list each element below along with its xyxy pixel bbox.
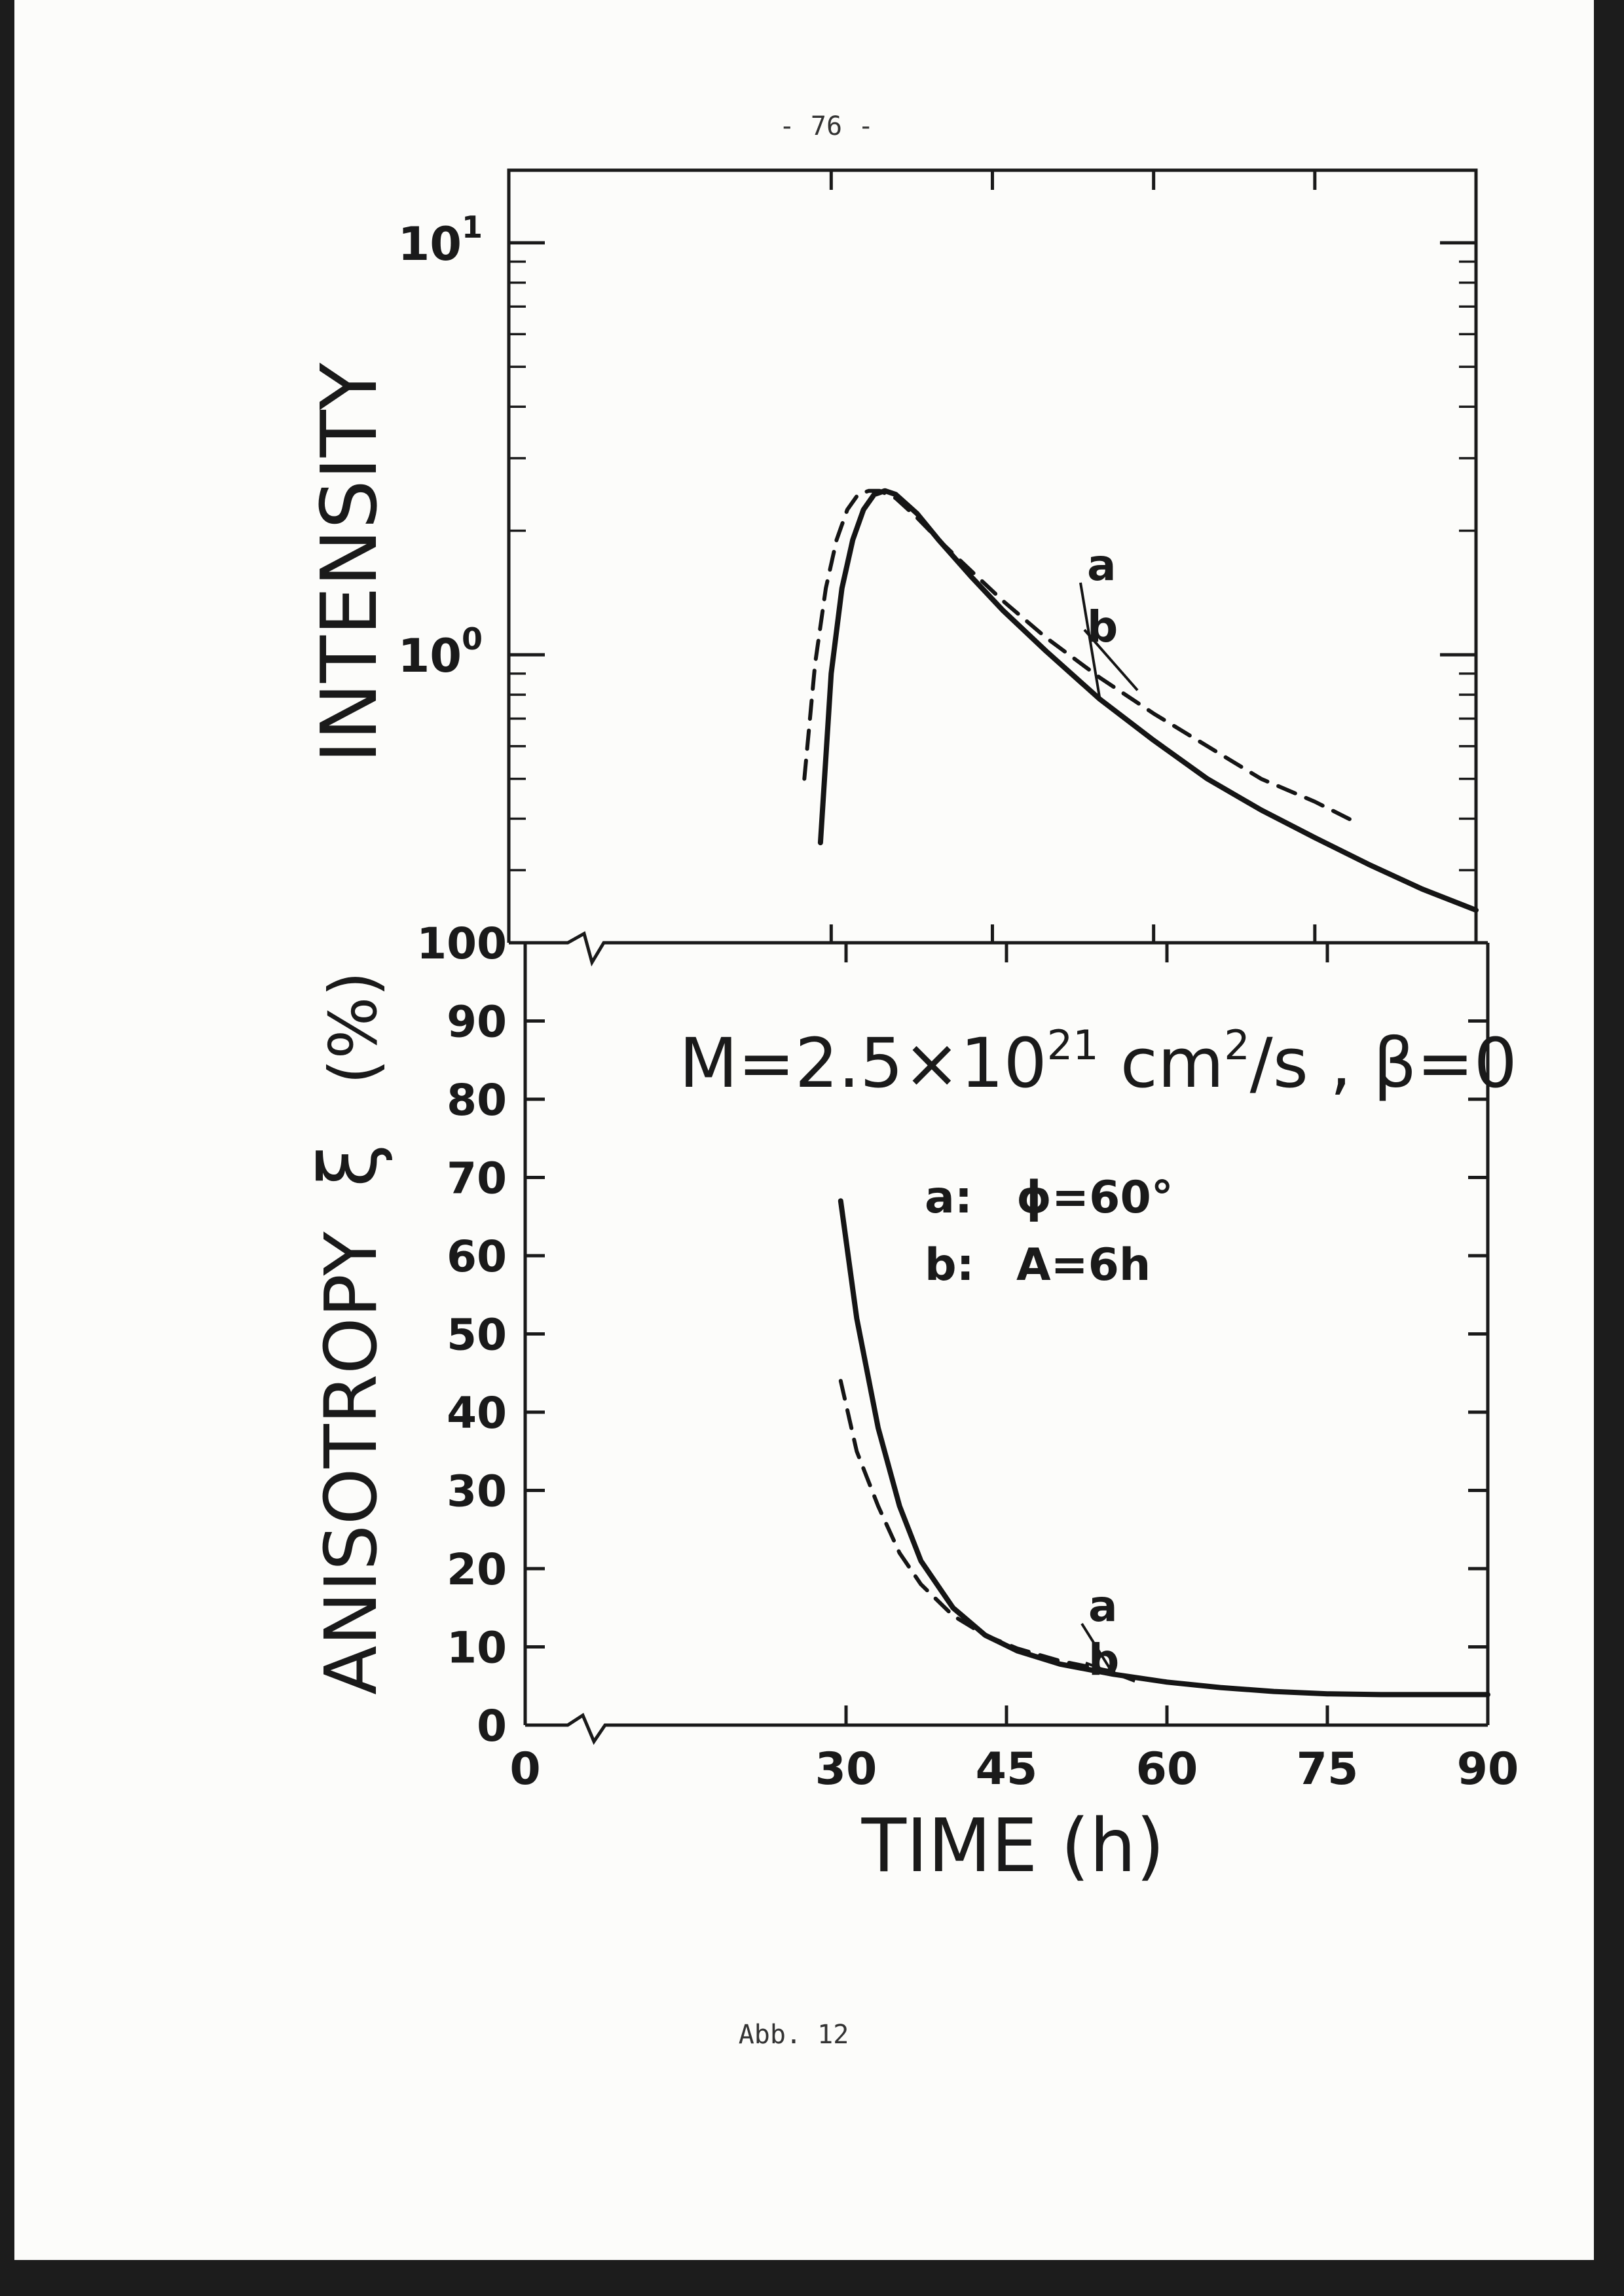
- lower-y-tick-label: 20: [447, 1544, 507, 1595]
- x-axis-label: TIME (h): [861, 1804, 1165, 1889]
- upper-leader-a: [1079, 582, 1101, 700]
- chart-frames: [507, 168, 1490, 1745]
- upper-series-b-line: [802, 488, 1360, 826]
- lower-y-tick-label: 10: [447, 1623, 507, 1673]
- legend-title-part-2: cm: [1099, 1023, 1225, 1103]
- upper-annotation-a: a: [1087, 540, 1116, 591]
- x-tick-label: 75: [1297, 1743, 1359, 1795]
- lower-annotation-a: a: [1088, 1581, 1118, 1631]
- lower-leader-a: [1080, 1622, 1115, 1675]
- lower-leader-b: [1085, 1662, 1135, 1683]
- y-label-intensity: INTENSITY: [304, 362, 394, 763]
- legend-title-part-1: M=2.5×10: [679, 1023, 1047, 1103]
- lower-annotation-b: b: [1088, 1635, 1119, 1685]
- y-label-anisotropy: ANISOTROPY: [309, 1231, 393, 1695]
- lower-y-tick-label: 80: [447, 1075, 507, 1125]
- upper-panel-frame: [507, 168, 1478, 943]
- legend-title-part-3: /s , β=0: [1250, 1023, 1517, 1103]
- legend-title-exp-1: 21: [1047, 1021, 1099, 1069]
- x-tick-label: 60: [1136, 1743, 1198, 1795]
- panel-divider-axis-break: [509, 931, 1488, 967]
- page-number: - 76 -: [779, 111, 874, 141]
- upper-y-tick-label: 100: [398, 621, 483, 683]
- figure-caption: Abb. 12: [738, 2020, 849, 2050]
- legend-item-a-text: ϕ=60°: [1016, 1172, 1173, 1224]
- upper-leader-b: [1083, 629, 1139, 691]
- legend-title: M=2.5×1021 cm2/s , β=0: [679, 1021, 1517, 1103]
- legend-item-a-key: a:: [925, 1172, 972, 1224]
- tick-label-base: 10: [398, 217, 462, 271]
- tick-label-exponent: 1: [462, 210, 483, 245]
- lower-y-tick-label: 40: [447, 1388, 507, 1438]
- lower-x-axis-line-break: [525, 1713, 1488, 1745]
- x-tick-label: 45: [976, 1743, 1038, 1795]
- tick-label-exponent: 0: [462, 621, 483, 657]
- document-page: - 76 - 101 100 0 10 20 30 40 50 60 70 80 90 100 0 30 45…: [14, 0, 1594, 2260]
- lower-y-tick-label: 0: [477, 1701, 507, 1751]
- lower-y-tick-label: 90: [447, 997, 507, 1048]
- lower-y-tick-label: 60: [447, 1231, 507, 1282]
- legend-item-b-key: b:: [925, 1239, 974, 1291]
- y-label-unit: (%): [315, 971, 392, 1084]
- upper-annotation-b: b: [1087, 602, 1118, 652]
- tick-label-base: 10: [398, 629, 462, 683]
- chart-series: [802, 488, 1490, 1698]
- legend-item-b-text: A=6h: [1016, 1239, 1151, 1291]
- x-tick-label: 90: [1457, 1743, 1519, 1795]
- y-label-xi-symbol: ξ: [304, 1144, 395, 1188]
- lower-y-tick-label: 30: [447, 1467, 507, 1517]
- chart-legend: M=2.5×1021 cm2/s , β=0 a: ϕ=60° b: A=6h: [679, 1021, 1517, 1291]
- x-tick-label: 30: [815, 1743, 877, 1795]
- lower-series-b-line: [838, 1379, 1116, 1674]
- lower-y-tick-label: 50: [447, 1310, 507, 1360]
- lower-y-tick-label: 100: [416, 919, 507, 969]
- lower-series-a-line: [838, 1198, 1490, 1698]
- upper-series-a-line: [817, 488, 1479, 913]
- legend-title-exp-2: 2: [1224, 1021, 1249, 1069]
- lower-y-tick-label: 70: [447, 1154, 507, 1204]
- x-tick-label: 0: [509, 1743, 540, 1795]
- upper-y-tick-label: 101: [398, 210, 483, 271]
